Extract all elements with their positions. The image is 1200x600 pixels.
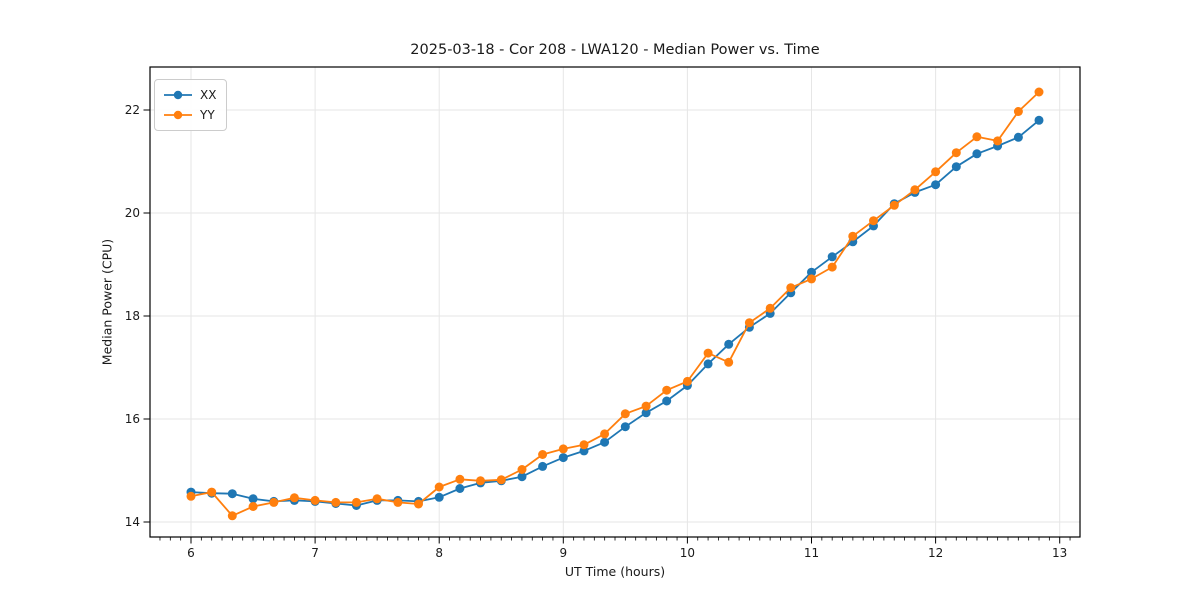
data-point-yy <box>310 495 320 505</box>
legend-label-xx: XX <box>200 88 217 102</box>
data-point-yy <box>869 216 878 226</box>
data-point-yy <box>951 148 961 158</box>
data-point-xx <box>641 408 651 418</box>
x-tick-label: 9 <box>559 546 567 560</box>
data-point-yy <box>393 497 403 507</box>
legend: XX YY <box>154 79 228 131</box>
data-point-yy <box>724 357 734 367</box>
x-axis-label: UT Time (hours) <box>564 564 666 579</box>
data-point-yy <box>207 487 217 497</box>
data-point-yy <box>476 476 485 486</box>
data-point-yy <box>289 493 299 503</box>
y-tick-label: 14 <box>125 515 140 529</box>
data-point-xx <box>724 339 734 349</box>
data-point-yy <box>517 465 527 474</box>
data-point-xx <box>538 461 548 471</box>
data-point-xx <box>931 180 941 190</box>
data-point-yy <box>227 511 237 521</box>
data-point-xx <box>827 252 837 262</box>
x-tick-label: 7 <box>311 546 319 560</box>
data-point-yy <box>765 303 775 313</box>
x-tick-label: 6 <box>187 546 195 560</box>
data-point-xx <box>662 396 672 406</box>
legend-item-xx: XX <box>163 85 216 105</box>
data-point-xx <box>227 489 237 499</box>
data-point-yy <box>993 136 1003 146</box>
data-point-yy <box>889 200 899 210</box>
data-point-yy <box>786 283 796 293</box>
data-point-xx <box>1013 132 1023 142</box>
data-point-yy <box>558 444 568 454</box>
x-tick-label: 11 <box>804 546 819 560</box>
data-point-yy <box>910 185 920 195</box>
data-point-yy <box>807 274 816 284</box>
data-point-yy <box>703 348 713 358</box>
legend-label-yy: YY <box>200 108 215 122</box>
data-point-yy <box>682 376 692 386</box>
plot-frame <box>149 66 1081 538</box>
x-tick-label: 13 <box>1052 546 1067 560</box>
data-point-yy <box>744 318 754 328</box>
data-point-yy <box>414 499 423 509</box>
chart-title: 2025-03-18 - Cor 208 - LWA120 - Median P… <box>410 42 820 58</box>
data-point-xx <box>951 162 961 172</box>
data-point-yy <box>579 440 589 450</box>
data-point-yy <box>372 494 382 504</box>
data-point-xx <box>972 149 982 159</box>
data-point-yy <box>331 497 341 507</box>
data-point-yy <box>972 132 982 142</box>
x-tick-label: 10 <box>680 546 695 560</box>
data-point-yy <box>248 502 258 511</box>
data-point-yy <box>641 401 651 411</box>
data-point-yy <box>1013 107 1023 116</box>
legend-swatch-yy-icon <box>164 110 192 120</box>
data-point-xx <box>558 453 568 463</box>
data-point-yy <box>662 385 672 395</box>
data-point-xx <box>703 359 713 369</box>
data-point-yy <box>434 482 444 492</box>
data-point-yy <box>538 450 548 459</box>
x-tick-label: 12 <box>928 546 943 560</box>
data-point-yy <box>931 167 941 177</box>
data-point-xx <box>434 492 444 502</box>
data-point-xx <box>620 422 630 432</box>
data-point-yy <box>848 231 858 241</box>
legend-item-yy: YY <box>163 105 216 125</box>
data-point-xx <box>600 437 610 447</box>
data-point-xx <box>248 494 258 504</box>
y-tick-label: 22 <box>125 103 140 117</box>
legend-swatch-xx-icon <box>164 90 192 100</box>
data-point-yy <box>186 491 196 501</box>
series-line-yy <box>190 91 1040 517</box>
data-point-yy <box>351 497 361 507</box>
data-point-yy <box>620 409 630 419</box>
data-point-yy <box>496 475 506 485</box>
data-point-yy <box>269 497 279 507</box>
data-point-yy <box>827 262 837 272</box>
data-point-yy <box>455 474 465 484</box>
data-point-yy <box>1034 87 1044 97</box>
data-point-yy <box>600 429 610 439</box>
series-line-xx <box>190 119 1040 507</box>
y-tick-label: 20 <box>125 206 140 220</box>
data-point-xx <box>807 267 816 277</box>
data-point-xx <box>1034 115 1044 125</box>
x-tick-label: 8 <box>435 546 443 560</box>
y-tick-label: 18 <box>125 309 140 323</box>
y-tick-label: 16 <box>125 412 140 426</box>
data-point-xx <box>517 472 527 482</box>
data-point-xx <box>455 484 465 493</box>
